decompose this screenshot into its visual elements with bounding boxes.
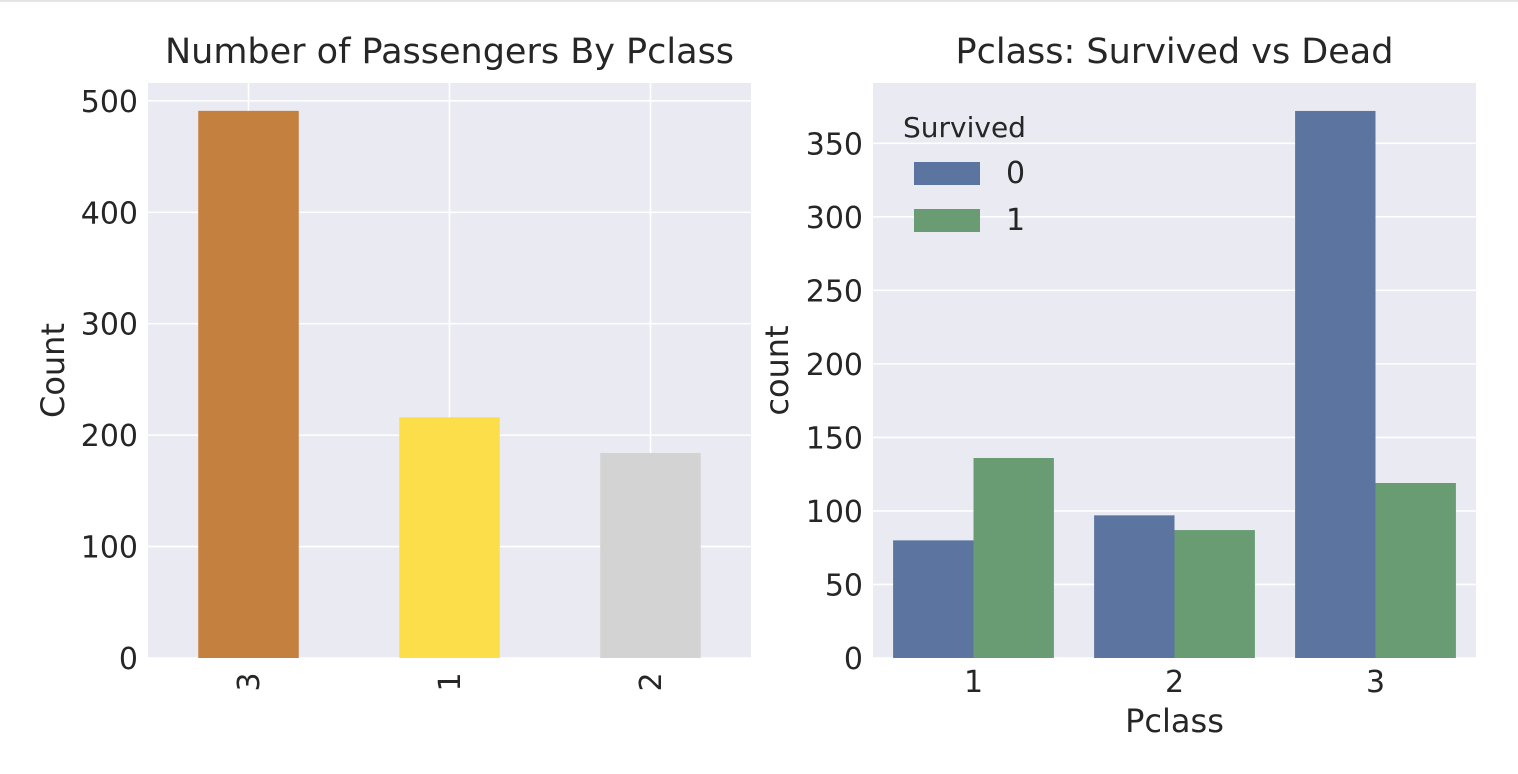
legend: Survived 0 1 (903, 111, 1026, 238)
legend-label-1: 1 (1006, 203, 1025, 238)
x-tick-label: 3 (232, 672, 267, 691)
y-tick-label: 300 (81, 308, 138, 343)
legend-swatch-0 (914, 162, 980, 185)
chart-title-left: Number of Passengers By Pclass (165, 32, 734, 72)
y-tick-label: 500 (81, 85, 138, 120)
y-tick-label: 0 (844, 642, 863, 677)
y-tick-labels-left: 0 100 200 300 400 500 (81, 85, 138, 677)
y-tick-label: 150 (806, 421, 863, 456)
legend-swatch-1 (914, 209, 980, 232)
y-tick-label: 250 (806, 274, 863, 309)
bar-pclass-1 (399, 417, 500, 658)
bars-right (893, 110, 1456, 659)
bar-pclass-3 (198, 110, 299, 659)
x-tick-label: 1 (433, 672, 468, 691)
bar-pclass-2-survived-0 (1094, 515, 1175, 658)
bar-pclass-3-survived-1 (1375, 483, 1456, 658)
bars-left (198, 110, 701, 659)
y-axis-label-left: Count (34, 323, 72, 418)
x-tick-labels-left: 3 1 2 (232, 672, 669, 691)
y-tick-label: 0 (119, 642, 138, 677)
y-tick-label: 200 (81, 419, 138, 454)
y-axis-label-right: count (758, 325, 796, 415)
y-tick-label: 100 (806, 495, 863, 530)
y-tick-label: 50 (825, 568, 863, 603)
bar-pclass-1-survived-0 (893, 540, 974, 658)
bar-pclass-2-survived-1 (1174, 530, 1255, 658)
y-tick-label: 200 (806, 348, 863, 383)
x-tick-label: 2 (1165, 665, 1184, 700)
bar-pclass-3-survived-0 (1295, 110, 1376, 659)
passengers-by-pclass-chart: 0 100 200 300 400 500 3 1 2 Number of Passenger… (34, 32, 751, 692)
survived-vs-dead-chart: 0 50 100 150 200 250 300 350 1 2 3 Pclass: Surviv… (758, 32, 1476, 740)
y-tick-label: 100 (81, 531, 138, 566)
x-tick-label: 1 (964, 665, 983, 700)
legend-label-0: 0 (1006, 156, 1025, 191)
x-tick-label: 3 (1366, 665, 1385, 700)
y-tick-labels-right: 0 50 100 150 200 250 300 350 (806, 127, 863, 677)
x-tick-label: 2 (634, 672, 669, 691)
chart-title-right: Pclass: Survived vs Dead (956, 32, 1394, 72)
bar-pclass-2 (600, 452, 701, 658)
legend-title: Survived (903, 111, 1026, 144)
bar-pclass-1-survived-1 (973, 458, 1054, 658)
y-tick-label: 400 (81, 196, 138, 231)
x-axis-label-right: Pclass (1125, 702, 1224, 740)
y-tick-label: 350 (806, 127, 863, 162)
x-tick-labels-right: 1 2 3 (964, 665, 1385, 700)
y-tick-label: 300 (806, 201, 863, 236)
